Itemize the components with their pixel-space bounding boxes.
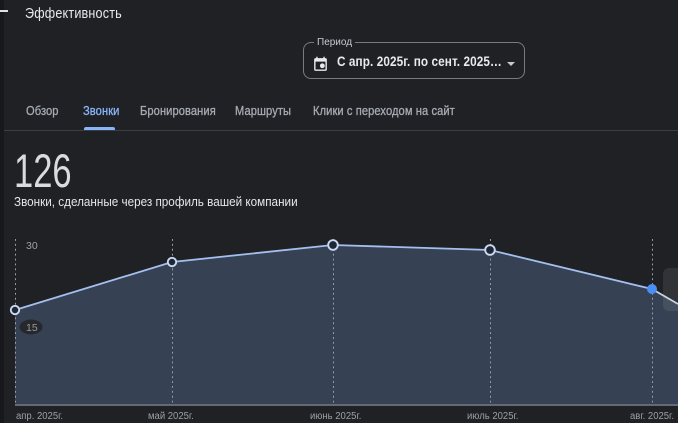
svg-text:15: 15 xyxy=(26,322,38,334)
svg-text:30: 30 xyxy=(26,240,38,252)
